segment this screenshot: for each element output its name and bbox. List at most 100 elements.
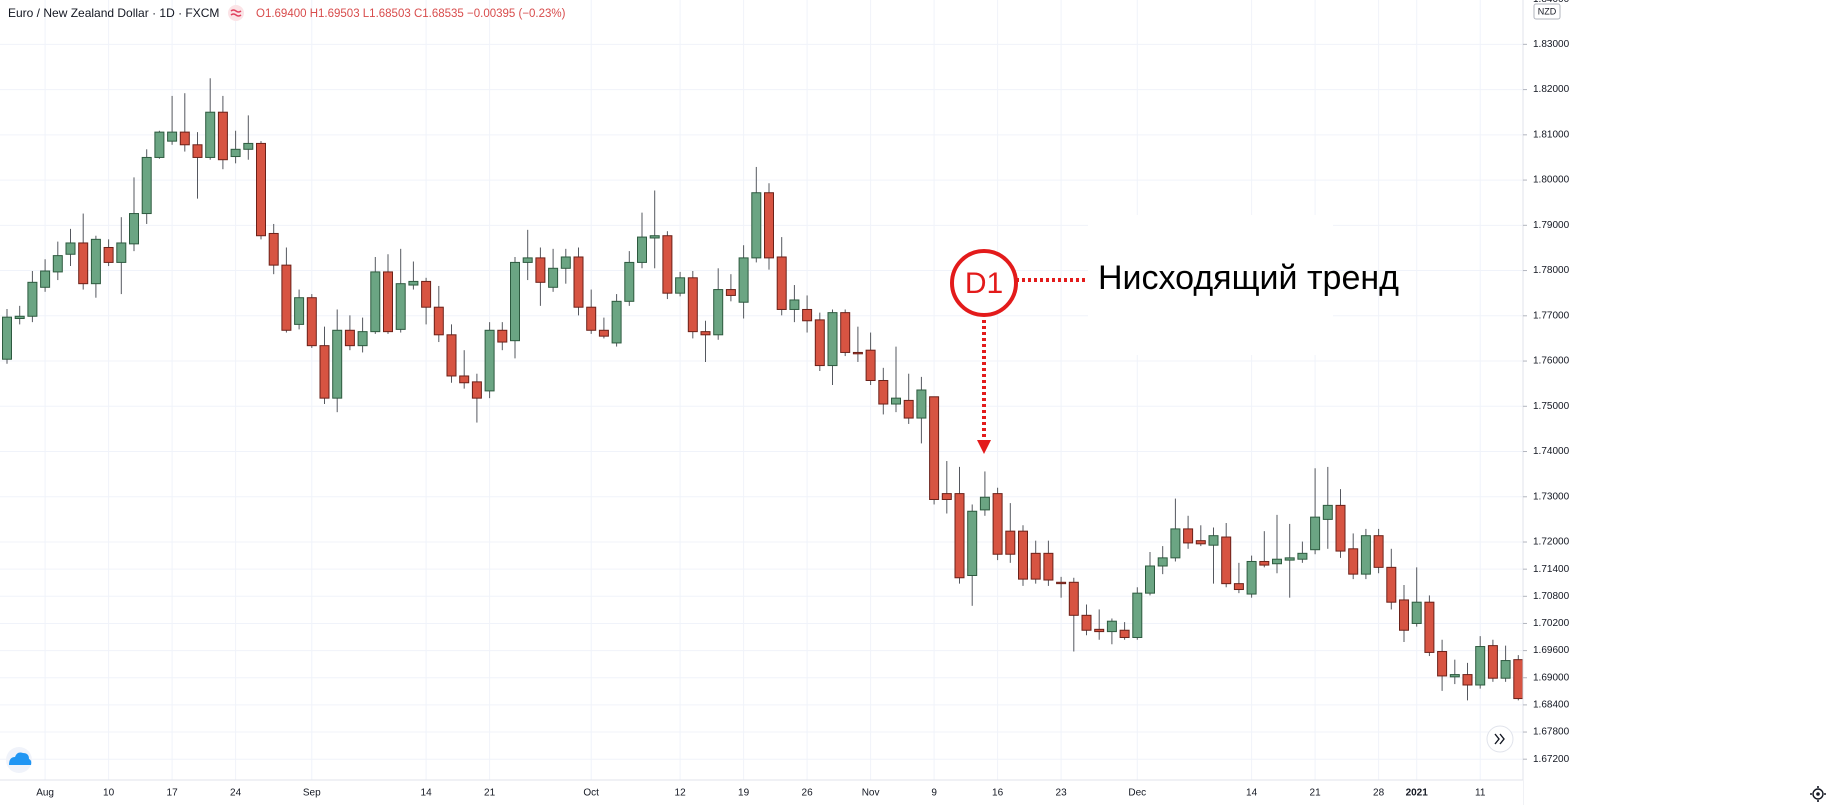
candle-body [205,111,216,158]
scroll-to-latest-button[interactable] [1486,725,1514,753]
candle-body [916,389,927,419]
y-tick-label: 1.83000 [1533,39,1570,50]
y-tick-label: 1.67200 [1533,754,1570,765]
x-tick-label: 26 [802,788,814,799]
candle-body [78,242,89,285]
source-icon[interactable] [228,5,244,21]
x-tick-label: 24 [230,788,242,799]
candle-body [484,329,495,392]
candle-body [1297,552,1308,560]
candle-body [27,281,38,317]
candle-body [903,399,914,419]
candle-body [1487,645,1498,679]
candle-body [471,381,482,399]
y-tick-label: 1.73000 [1533,491,1570,502]
candle-body [776,256,787,310]
candle-body [65,242,76,255]
candle-body [979,496,990,511]
candle-body [1360,535,1371,575]
candle-body [1132,592,1143,638]
y-tick-label: 1.70200 [1533,618,1570,629]
y-tick-label: 1.71400 [1533,564,1570,575]
ohlc-values: O1.69400 H1.69503 L1.68503 C1.68535 −0.0… [256,8,566,20]
price-axis [1523,0,1827,805]
candle-body [1233,583,1244,591]
x-tick-label: 21 [1310,788,1322,799]
candle-body [179,131,190,146]
candles [2,78,1524,701]
candle-body [941,493,952,500]
candle-body [713,289,724,336]
candle-body [1068,581,1079,616]
y-tick-label: 1.80000 [1533,175,1570,186]
x-tick-label: 28 [1373,788,1385,799]
axes: 1.84000 1.83000 1.82000 1.81000 1.80000 1.790… [36,0,1569,799]
candle-body [40,270,51,288]
candle-body [1513,659,1524,700]
logo-button[interactable] [6,747,32,773]
candle-body [1030,552,1041,580]
candle-body [814,319,825,367]
x-tick-label: Dec [1128,788,1146,799]
candle-body [459,375,470,384]
annotation-backdrop [1088,215,1333,355]
y-tick-label: 1.69000 [1533,672,1570,683]
candle-body [1335,504,1346,552]
settings-button[interactable] [1810,786,1826,802]
currency-label: NZD [1538,6,1557,16]
candle-body [383,271,393,333]
y-tick-label: 1.69600 [1533,645,1570,656]
candle-body [1157,557,1168,567]
candle-body [1411,601,1422,624]
x-tick-label: 19 [738,788,750,799]
candle-body [129,213,139,245]
candle-body [1246,560,1257,595]
y-tick-label: 1.67800 [1533,727,1570,738]
candle-body [1094,628,1105,633]
x-tick-label: Nov [862,788,880,799]
candle-body [992,493,1003,555]
candle-body [256,142,266,237]
candle-body [1437,651,1448,677]
candle-body [675,277,686,294]
x-tick-label: 16 [992,788,1004,799]
candle-body [725,289,736,296]
candle-body [1259,560,1270,566]
candle-body [154,131,165,158]
x-tick-label: 14 [421,788,433,799]
candle-body [573,256,584,308]
candle-body [738,257,749,303]
candle-body [586,306,597,331]
candle-body [408,280,419,286]
candle-body [294,297,305,325]
candle-body [52,255,63,273]
candle-body [1284,557,1295,561]
candle-body [852,351,863,355]
candle-body [1018,530,1028,580]
y-tick-label: 1.72000 [1533,537,1570,548]
candle-body [1081,614,1092,631]
candle-body [1322,504,1333,520]
candle-body [764,192,774,259]
y-tick-label: 1.75000 [1533,401,1570,412]
candle-body [433,306,444,336]
candle-body [624,261,635,302]
annotation-text: Нисходящий тренд [1098,259,1399,297]
candle-body [687,277,698,333]
candle-body [700,331,711,336]
candle-body [510,261,520,342]
x-tick-label: 14 [1246,788,1258,799]
x-tick-label: 2021 [1406,788,1429,799]
currency-box[interactable] [1533,3,1561,20]
time-axis [0,780,1523,805]
candle-body [1005,530,1016,555]
candle-body [141,156,152,215]
candle-body [929,396,940,500]
candle-body [1221,536,1232,585]
candle-body [649,235,660,239]
candle-body [751,192,762,259]
candle-body [446,334,457,377]
candle-body [243,142,254,150]
x-tick-label: 12 [675,788,687,799]
candle-body [1272,558,1282,565]
